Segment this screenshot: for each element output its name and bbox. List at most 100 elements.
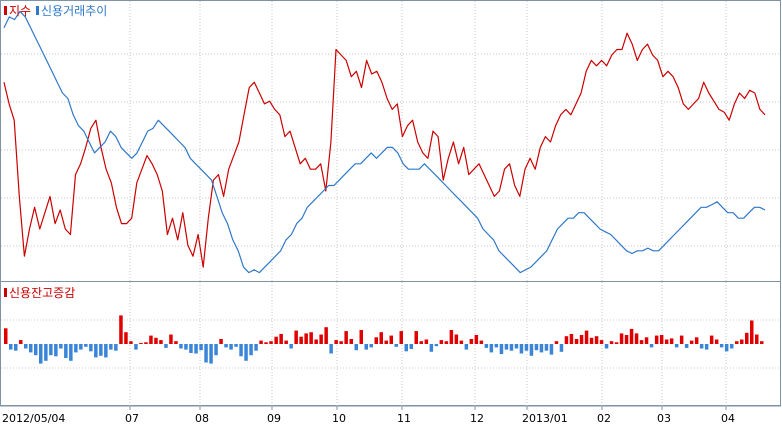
bar-increase xyxy=(304,333,308,344)
bar-decrease xyxy=(249,344,253,356)
bar-increase xyxy=(274,336,278,344)
bar-increase xyxy=(19,340,23,344)
bar-decrease xyxy=(719,344,724,348)
bar-decrease xyxy=(34,344,38,356)
bar-decrease xyxy=(24,344,28,349)
bar-decrease xyxy=(179,344,183,349)
bar-decrease xyxy=(649,344,654,348)
bar-decrease xyxy=(214,344,218,356)
bar-increase xyxy=(669,338,674,344)
bar-increase xyxy=(219,339,223,344)
bar-increase xyxy=(459,340,464,344)
price-lines xyxy=(3,10,766,274)
bar-increase xyxy=(309,332,313,344)
bar-increase xyxy=(264,342,268,344)
bar-increase xyxy=(639,340,644,344)
bar-increase xyxy=(139,342,143,344)
bar-decrease xyxy=(559,344,564,352)
x-tick-label: 04 xyxy=(721,412,735,425)
bar-decrease xyxy=(499,344,504,355)
bar-decrease xyxy=(514,344,519,349)
bar-increase xyxy=(299,336,303,344)
bar-decrease xyxy=(239,344,243,357)
bar-decrease xyxy=(404,344,408,352)
bar-decrease xyxy=(104,344,108,358)
bar-increase xyxy=(449,330,454,344)
bar-decrease xyxy=(509,344,514,351)
bar-decrease xyxy=(484,344,489,348)
bar-increase xyxy=(259,340,263,344)
bar-increase xyxy=(619,333,624,344)
legend-credit-swatch xyxy=(36,6,39,15)
bar-decrease xyxy=(209,344,213,364)
bar-increase xyxy=(159,340,163,344)
bar-increase xyxy=(169,334,173,344)
bar-increase xyxy=(359,330,363,344)
credit-balance-bars xyxy=(4,315,764,364)
bar-increase xyxy=(689,340,694,344)
bar-increase xyxy=(554,341,559,344)
bar-decrease xyxy=(519,344,524,354)
legend-credit-label: 신용거래추이 xyxy=(41,4,107,18)
bar-decrease xyxy=(99,344,103,356)
x-tick-label: 09 xyxy=(267,412,281,425)
bar-increase xyxy=(745,332,749,344)
bar-decrease xyxy=(244,344,248,361)
bar-increase xyxy=(664,339,669,344)
bar-increase xyxy=(4,328,8,344)
bar-decrease xyxy=(494,344,499,348)
bar-increase xyxy=(319,334,323,344)
bar-increase xyxy=(599,340,604,344)
bar-decrease xyxy=(674,344,679,348)
bar-increase xyxy=(584,330,589,344)
bar-increase xyxy=(579,335,584,344)
x-tick-label: 12 xyxy=(470,412,484,425)
bar-increase xyxy=(444,341,449,344)
bottom-grid xyxy=(1,282,780,406)
bar-increase xyxy=(269,341,273,344)
bar-increase xyxy=(624,335,629,344)
bar-increase xyxy=(564,336,569,344)
bar-increase xyxy=(439,340,444,344)
bar-increase xyxy=(589,337,594,344)
bar-increase xyxy=(374,337,378,344)
bar-decrease xyxy=(539,344,544,353)
bar-decrease xyxy=(14,344,18,351)
bar-decrease xyxy=(529,344,534,356)
bar-decrease xyxy=(254,344,258,351)
legend-top: 지수 신용거래추이 xyxy=(4,4,107,18)
bar-increase xyxy=(714,339,719,344)
bar-increase xyxy=(419,341,423,344)
bar-increase xyxy=(284,340,288,344)
bar-increase xyxy=(324,327,328,344)
bar-decrease xyxy=(724,344,729,352)
index-line xyxy=(3,32,766,268)
bar-decrease xyxy=(79,344,83,350)
bar-decrease xyxy=(9,344,13,350)
x-tick-label: 08 xyxy=(195,412,209,425)
bar-decrease xyxy=(59,344,63,349)
bar-decrease xyxy=(109,344,113,350)
legend-balance-swatch xyxy=(4,288,7,297)
bar-decrease xyxy=(164,344,168,348)
bar-decrease xyxy=(364,344,368,350)
x-tick-label: 02 xyxy=(597,412,611,425)
bar-increase xyxy=(389,335,393,344)
bar-increase xyxy=(574,339,579,344)
bar-increase xyxy=(379,332,383,344)
bar-increase xyxy=(349,339,353,344)
bar-increase xyxy=(469,339,474,344)
bar-increase xyxy=(609,341,614,344)
bar-decrease xyxy=(409,344,413,349)
bar-increase xyxy=(174,341,178,344)
x-tick-label: 11 xyxy=(397,412,411,425)
bar-increase xyxy=(129,341,133,344)
bar-decrease xyxy=(329,344,333,354)
bar-decrease xyxy=(224,344,228,348)
bar-decrease xyxy=(39,344,43,364)
bar-decrease xyxy=(544,344,549,351)
bar-increase xyxy=(750,320,754,344)
bar-increase xyxy=(314,339,318,344)
bar-decrease xyxy=(74,344,78,353)
legend-balance-label: 신용잔고증감 xyxy=(9,286,75,300)
